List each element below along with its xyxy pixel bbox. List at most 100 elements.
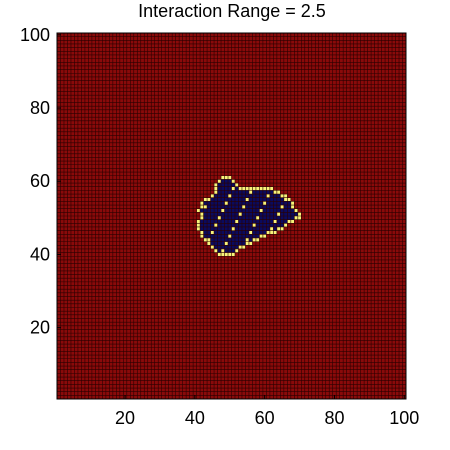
heatmap-cell	[200, 205, 204, 209]
heatmap-cell	[252, 216, 256, 220]
heatmap-cell	[241, 216, 246, 220]
heatmap-cell	[221, 186, 225, 191]
heatmap-cell	[196, 219, 201, 224]
heatmap-cell	[221, 216, 225, 220]
heatmap-cell	[255, 194, 260, 198]
heatmap-cell	[231, 226, 235, 231]
heatmap-cell	[234, 237, 239, 242]
heatmap-cell	[262, 223, 267, 227]
heatmap-cell	[252, 194, 256, 198]
heatmap-cell	[266, 186, 270, 191]
heatmap-cell	[266, 208, 270, 213]
heatmap-cell	[262, 201, 267, 206]
heatmap-cell	[262, 194, 267, 198]
heatmap-cell	[221, 175, 225, 180]
heatmap-cell	[252, 234, 256, 238]
heatmap-cell	[207, 216, 211, 220]
heatmap-cell	[269, 230, 274, 235]
heatmap-cell	[228, 179, 232, 184]
heatmap-cell	[224, 208, 229, 213]
heatmap-cell	[228, 190, 232, 195]
heatmap-cell	[238, 201, 242, 206]
heatmap-cell	[280, 223, 284, 227]
heatmap-cell	[231, 245, 235, 249]
heatmap-cell	[210, 241, 215, 246]
heatmap-cell	[224, 230, 229, 235]
heatmap-cell	[273, 223, 277, 227]
heatmap-cell	[238, 216, 242, 220]
heatmap-cell	[262, 212, 267, 216]
heatmap-cell	[228, 194, 232, 198]
heatmap-cell	[248, 219, 253, 224]
heatmap-cell	[234, 234, 239, 238]
heatmap-cell	[262, 226, 267, 231]
heatmap-cell	[273, 194, 277, 198]
heatmap-cell	[255, 223, 260, 227]
heatmap-cell	[248, 201, 253, 206]
heatmap-cell	[248, 197, 253, 202]
heatmap-cell	[269, 197, 274, 202]
heatmap-cell	[238, 241, 242, 246]
heatmap-cell	[224, 245, 229, 249]
heatmap-cell	[214, 201, 218, 206]
heatmap-cell	[266, 216, 270, 220]
heatmap-cell	[221, 252, 225, 257]
heatmap-cell	[224, 226, 229, 231]
heatmap-cell	[255, 234, 260, 238]
heatmap-cell	[221, 241, 225, 246]
heatmap-cell	[290, 212, 295, 216]
heatmap-cell	[287, 212, 291, 216]
heatmap-cell	[252, 208, 256, 213]
heatmap-cell	[252, 201, 256, 206]
heatmap-cell	[269, 226, 274, 231]
heatmap-cell	[207, 197, 211, 202]
heatmap-cell	[269, 208, 274, 213]
heatmap-cell	[217, 201, 222, 206]
heatmap-cell	[266, 190, 270, 195]
heatmap-cell	[214, 226, 218, 231]
heatmap-cell	[280, 201, 284, 206]
heatmap-cell	[203, 226, 208, 231]
heatmap-cell	[207, 201, 211, 206]
heatmap-cell	[238, 234, 242, 238]
heatmap-cell	[255, 230, 260, 235]
heatmap-cell	[224, 175, 229, 180]
heatmap-cell	[255, 212, 260, 216]
heatmap-cell	[200, 208, 204, 213]
heatmap-cell	[276, 201, 281, 206]
heatmap-cell	[241, 245, 246, 249]
heatmap-cell	[228, 186, 232, 191]
heatmap-cell	[259, 226, 263, 231]
heatmap-cell	[214, 234, 218, 238]
heatmap-cell	[207, 230, 211, 235]
heatmap-cell	[214, 216, 218, 220]
heatmap-cell	[283, 194, 288, 198]
heatmap-cell	[210, 201, 215, 206]
plot-area-frame	[56, 32, 407, 400]
heatmap-cell	[217, 245, 222, 249]
heatmap-cell	[214, 183, 218, 187]
heatmap-cell	[238, 212, 242, 216]
heatmap-cell	[255, 205, 260, 209]
heatmap-cell	[238, 226, 242, 231]
heatmap-cell	[203, 230, 208, 235]
heatmap-cell	[231, 234, 235, 238]
heatmap-cell	[248, 186, 253, 191]
heatmap-cell	[259, 219, 263, 224]
heatmap-cell	[262, 190, 267, 195]
heatmap-cell	[248, 234, 253, 238]
heatmap-cell	[255, 216, 260, 220]
heatmap-cell	[262, 208, 267, 213]
heatmap-cell	[203, 223, 208, 227]
heatmap-cell	[245, 226, 249, 231]
heatmap-cell	[255, 219, 260, 224]
heatmap-cell	[266, 194, 270, 198]
heatmap-cell	[273, 216, 277, 220]
heatmap-cell	[231, 201, 235, 206]
heatmap-cell	[217, 194, 222, 198]
heatmap-cell	[203, 208, 208, 213]
heatmap-cell	[221, 245, 225, 249]
heatmap-cell	[276, 219, 281, 224]
heatmap-cell	[283, 212, 288, 216]
heatmap-cell	[217, 197, 222, 202]
